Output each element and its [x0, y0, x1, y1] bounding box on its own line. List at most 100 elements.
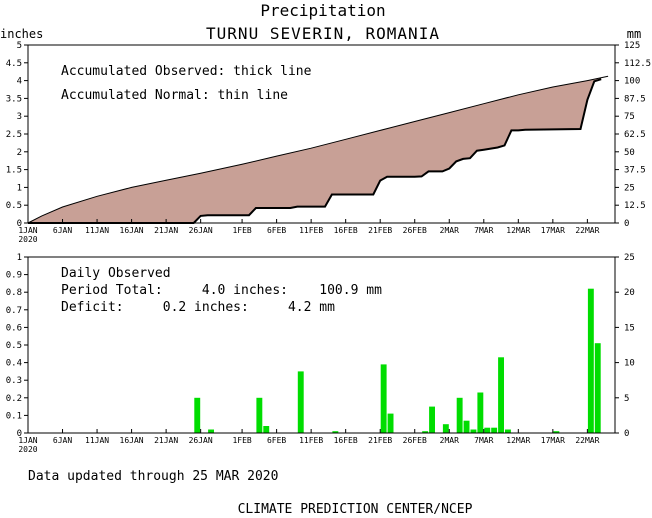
- bottom-left-y-tick-label: 1: [17, 253, 22, 263]
- bottom-left-y-tick-label: 0.9: [6, 271, 22, 281]
- bottom-left-y-tick-label: 0.8: [6, 288, 22, 298]
- top-left-y-tick-label: 0.5: [6, 201, 22, 211]
- bottom-left-y-tick-label: 0.1: [6, 411, 22, 421]
- bottom-right-y-tick-label: 25: [624, 253, 635, 263]
- daily-precip-bar: [429, 406, 435, 433]
- top-x-tick-label: 1JAN: [18, 226, 37, 235]
- daily-precip-bar: [442, 424, 449, 433]
- daily-precip-bar: [491, 427, 498, 433]
- daily-precip-bar: [380, 364, 387, 433]
- top-x-tick-year: 2020: [18, 235, 37, 244]
- bottom-left-y-tick-label: 0.6: [6, 323, 22, 333]
- top-right-y-tick-label: 87.5: [624, 94, 646, 104]
- top-x-tick-label: 2MAR: [440, 226, 459, 235]
- top-right-y-tick-label: 62.5: [624, 130, 646, 140]
- bottom-x-tick-label: 1JAN: [18, 436, 37, 445]
- bottom-x-tick-label: 16JAN: [120, 436, 144, 445]
- daily-precip-bar: [505, 429, 511, 433]
- observed-accumulation-line: [28, 78, 602, 224]
- bottom-left-y-tick-label: 0.4: [6, 359, 22, 369]
- top-right-y-tick-label: 75: [624, 112, 635, 122]
- bottom-x-tick-label: 11JAN: [85, 436, 109, 445]
- top-x-tick-label: 17MAR: [541, 226, 565, 235]
- deficit-line: Deficit: 0.2 inches: 4.2 mm: [61, 300, 335, 315]
- top-left-y-tick-label: 1: [17, 183, 22, 193]
- chart-title: Precipitation: [260, 1, 385, 20]
- top-x-tick-label: 11JAN: [85, 226, 109, 235]
- top-x-tick-label: 11FEB: [299, 226, 323, 235]
- daily-precip-bar: [463, 420, 470, 433]
- top-left-y-tick-label: 5: [17, 41, 22, 51]
- daily-precip-bar: [422, 431, 429, 433]
- top-x-tick-label: 6FEB: [267, 226, 286, 235]
- daily-precip-bar: [194, 397, 201, 433]
- bottom-x-tick-year: 2020: [18, 445, 37, 454]
- bottom-left-y-tick-label: 0.2: [6, 394, 22, 404]
- top-x-tick-label: 21FEB: [368, 226, 392, 235]
- bottom-right-y-tick-label: 15: [624, 323, 635, 333]
- bottom-right-y-tick-label: 5: [624, 394, 629, 404]
- top-right-y-tick-label: 112.5: [624, 59, 651, 69]
- period-total-line: Period Total: 4.0 inches: 100.9 mm: [61, 283, 382, 298]
- chart-subtitle: TURNU SEVERIN, ROMANIA: [206, 24, 440, 43]
- top-right-y-tick-label: 100: [624, 77, 640, 87]
- daily-precip-bar: [594, 343, 601, 433]
- daily-precip-bar: [484, 427, 491, 433]
- bottom-right-y-tick-label: 0: [624, 429, 629, 439]
- top-right-y-tick-label: 37.5: [624, 166, 646, 176]
- daily-precip-bar: [208, 429, 214, 433]
- daily-precip-bar: [456, 397, 463, 433]
- bottom-x-tick-label: 17MAR: [541, 436, 565, 445]
- top-x-tick-label: 1FEB: [232, 226, 251, 235]
- daily-precip-bar: [470, 429, 477, 433]
- bottom-x-tick-label: 26JAN: [189, 436, 213, 445]
- deficit-area: [28, 77, 602, 223]
- bottom-x-tick-label: 22MAR: [575, 436, 599, 445]
- top-x-tick-label: 22MAR: [575, 226, 599, 235]
- top-left-y-tick-label: 4: [17, 77, 22, 87]
- bottom-x-tick-label: 6FEB: [267, 436, 286, 445]
- top-x-tick-label: 26JAN: [189, 226, 213, 235]
- data-updated-note: Data updated through 25 MAR 2020: [28, 469, 278, 484]
- top-x-tick-label: 21JAN: [154, 226, 178, 235]
- top-left-unit: inches: [0, 27, 43, 41]
- top-left-y-tick-label: 0: [17, 219, 22, 229]
- normal-legend-note: Accumulated Normal: thin line: [61, 88, 288, 103]
- top-x-tick-label: 6JAN: [53, 226, 72, 235]
- bottom-x-tick-label: 26FEB: [403, 436, 427, 445]
- daily-precip-bar: [256, 397, 263, 433]
- top-left-y-tick-label: 2.5: [6, 130, 22, 140]
- daily-precip-bar: [553, 431, 560, 433]
- top-x-tick-label: 16JAN: [120, 226, 144, 235]
- bottom-x-tick-label: 6JAN: [53, 436, 72, 445]
- top-left-y-tick-label: 4.5: [6, 59, 22, 69]
- top-right-unit: mm: [627, 27, 641, 41]
- daily-precip-bar: [387, 413, 394, 433]
- bottom-left-y-tick-label: 0.3: [6, 376, 22, 386]
- daily-precip-bar: [332, 431, 339, 433]
- top-right-y-tick-label: 50: [624, 148, 635, 158]
- daily-precip-bar: [587, 288, 594, 433]
- top-x-tick-label: 26FEB: [403, 226, 427, 235]
- daily-observed-heading: Daily Observed: [61, 266, 171, 281]
- bottom-x-tick-label: 16FEB: [334, 436, 358, 445]
- observed-legend-note: Accumulated Observed: thick line: [61, 64, 312, 79]
- bottom-right-y-tick-label: 20: [624, 288, 635, 298]
- top-left-y-tick-label: 3: [17, 112, 22, 122]
- daily-precip-bar: [477, 392, 484, 433]
- daily-precip-bar: [263, 426, 270, 433]
- top-x-tick-label: 12MAR: [506, 226, 530, 235]
- bottom-x-tick-label: 2MAR: [440, 436, 459, 445]
- top-right-y-tick-label: 0: [624, 219, 629, 229]
- bottom-left-y-tick-label: 0: [17, 429, 22, 439]
- top-left-y-tick-label: 1.5: [6, 166, 22, 176]
- top-x-tick-label: 16FEB: [334, 226, 358, 235]
- top-x-tick-label: 7MAR: [474, 226, 493, 235]
- credit-line: CLIMATE PREDICTION CENTER/NCEP: [238, 502, 473, 517]
- bottom-x-tick-label: 7MAR: [474, 436, 493, 445]
- top-right-y-tick-label: 12.5: [624, 201, 646, 211]
- top-right-y-tick-label: 25: [624, 183, 635, 193]
- daily-precip-bar: [498, 357, 504, 433]
- bottom-x-tick-label: 12MAR: [506, 436, 530, 445]
